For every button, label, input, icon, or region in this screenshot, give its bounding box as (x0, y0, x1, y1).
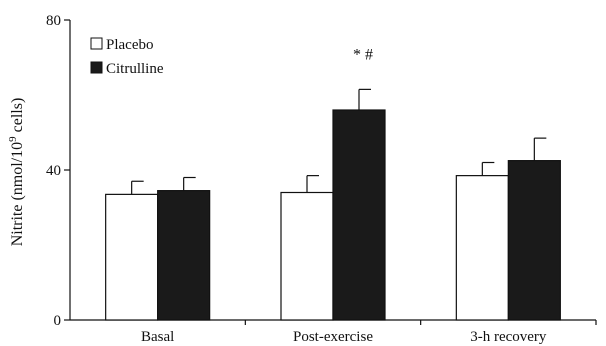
bar-citrulline-2 (332, 109, 386, 321)
legend-label-placebo: Placebo (106, 37, 153, 53)
y-tick-label-40: 40 (46, 163, 61, 179)
y-axis-label: Nitrite (nmol/109 cells) (7, 98, 26, 247)
x-tick-label-2: Post-exercise (293, 329, 373, 345)
x-tick-label-3: 3-h recovery (470, 329, 547, 345)
x-tick-label-1: Basal (141, 329, 174, 345)
bar-placebo-3 (455, 175, 509, 321)
bar-citrulline-3 (507, 160, 561, 321)
y-tick-label-0: 0 (54, 313, 62, 329)
bar-placebo-2 (280, 191, 334, 321)
legend-swatch-placebo (90, 37, 103, 50)
significance-marker: * # (353, 46, 373, 63)
y-axis-label-superscript: 9 (7, 136, 19, 142)
bar-placebo-1 (105, 193, 159, 321)
legend: Placebo Citrulline (90, 37, 164, 77)
y-axis-label-prefix: Nitrite (nmol/10 (9, 142, 26, 246)
bar-citrulline-1 (157, 190, 211, 321)
y-tick-label-80: 80 (46, 13, 61, 29)
y-axis-label-suffix: cells) (9, 98, 26, 137)
legend-swatch-citrulline (90, 61, 103, 74)
legend-label-citrulline: Citrulline (106, 61, 164, 77)
